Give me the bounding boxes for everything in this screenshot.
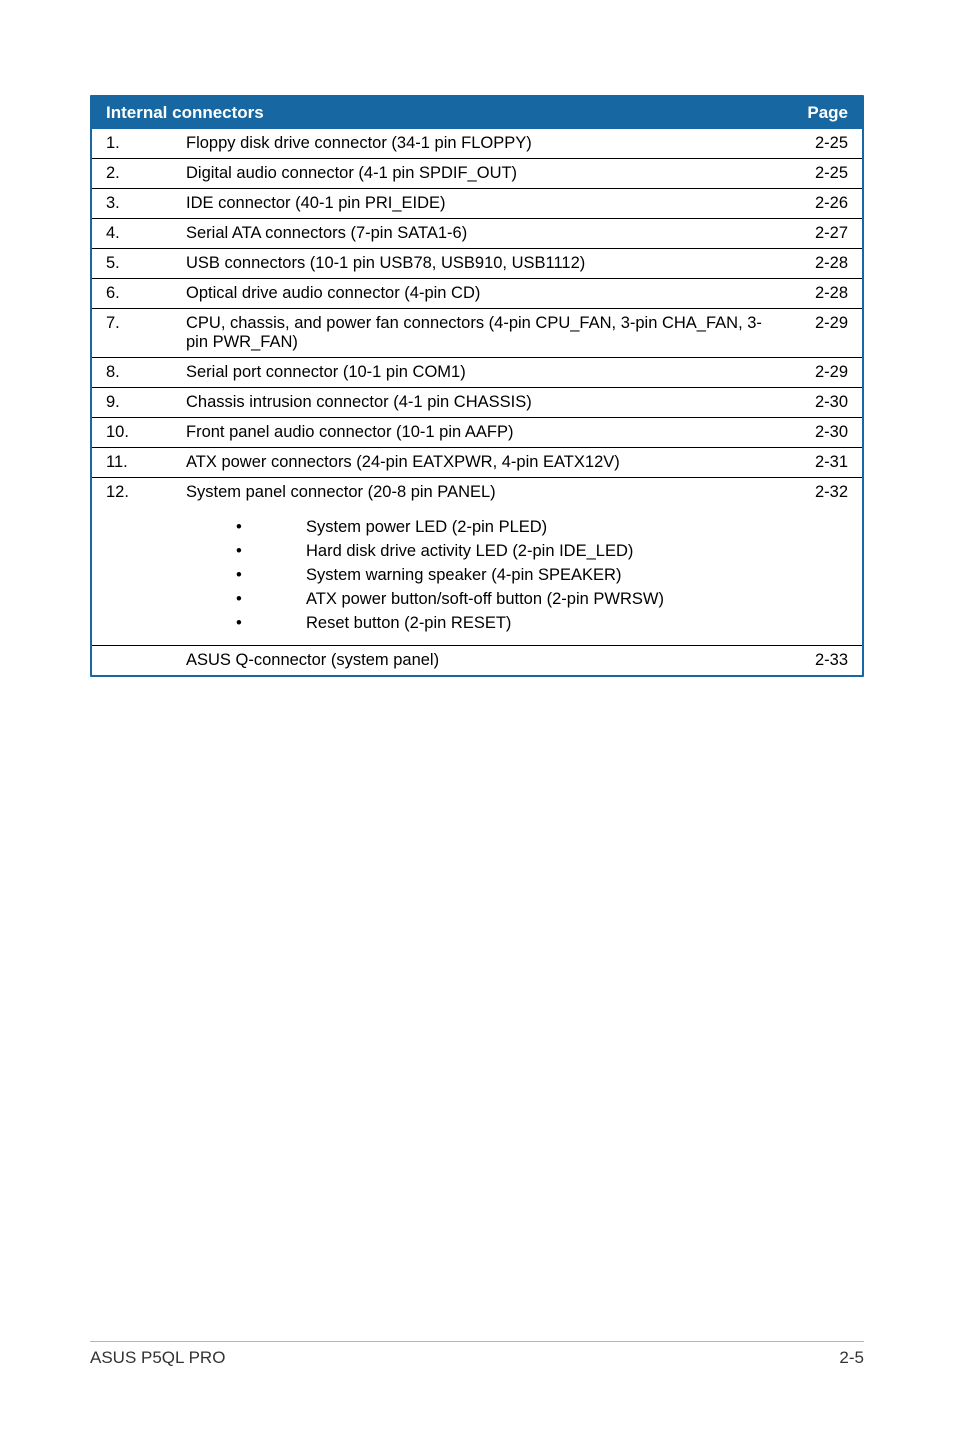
row-num: 5. <box>92 249 172 279</box>
row-page: 2-28 <box>792 249 862 279</box>
bullet-item: Hard disk drive activity LED (2-pin IDE_… <box>236 540 852 564</box>
row-page: 2-26 <box>792 189 862 219</box>
row-num: 12. <box>92 478 172 508</box>
table-page-header: Page <box>792 97 862 129</box>
row-desc: IDE connector (40-1 pin PRI_EIDE) <box>172 189 792 219</box>
row-desc: Floppy disk drive connector (34-1 pin FL… <box>172 129 792 159</box>
row-page: 2-25 <box>792 159 862 189</box>
row-num: 9. <box>92 388 172 418</box>
row-num: 6. <box>92 279 172 309</box>
internal-connectors-table: Internal connectors Page 1.Floppy disk d… <box>90 95 864 677</box>
row-desc: ASUS Q-connector (system panel) <box>172 645 792 675</box>
footer-right: 2-5 <box>839 1348 864 1368</box>
row-page: 2-32 <box>792 478 862 508</box>
row-page: 2-27 <box>792 219 862 249</box>
row-page: 2-29 <box>792 309 862 358</box>
row-num: 8. <box>92 358 172 388</box>
row-page: 2-28 <box>792 279 862 309</box>
row-desc: Serial port connector (10-1 pin COM1) <box>172 358 792 388</box>
bullet-item: ATX power button/soft-off button (2-pin … <box>236 588 852 612</box>
panel-bullets: System power LED (2-pin PLED) Hard disk … <box>186 512 852 640</box>
row-desc: USB connectors (10-1 pin USB78, USB910, … <box>172 249 792 279</box>
row-desc: Chassis intrusion connector (4-1 pin CHA… <box>172 388 792 418</box>
row-num: 3. <box>92 189 172 219</box>
bullet-item: System power LED (2-pin PLED) <box>236 516 852 540</box>
row-desc: Optical drive audio connector (4-pin CD) <box>172 279 792 309</box>
footer-left: ASUS P5QL PRO <box>90 1348 225 1368</box>
row-num: 10. <box>92 418 172 448</box>
row-desc: Serial ATA connectors (7-pin SATA1-6) <box>172 219 792 249</box>
bullet-item: System warning speaker (4-pin SPEAKER) <box>236 564 852 588</box>
row-page: 2-33 <box>792 645 862 675</box>
row-page: 2-30 <box>792 388 862 418</box>
row-desc: Digital audio connector (4-1 pin SPDIF_O… <box>172 159 792 189</box>
row-num: 4. <box>92 219 172 249</box>
table-title: Internal connectors <box>92 97 792 129</box>
row-num: 7. <box>92 309 172 358</box>
row-page: 2-25 <box>792 129 862 159</box>
page-footer: ASUS P5QL PRO 2-5 <box>90 1341 864 1368</box>
row-desc: System panel connector (20-8 pin PANEL) <box>172 478 792 508</box>
bullet-item: Reset button (2-pin RESET) <box>236 612 852 636</box>
row-page: 2-31 <box>792 448 862 478</box>
row-desc: CPU, chassis, and power fan connectors (… <box>172 309 792 358</box>
row-num: 1. <box>92 129 172 159</box>
row-desc: Front panel audio connector (10-1 pin AA… <box>172 418 792 448</box>
row-num: 11. <box>92 448 172 478</box>
row-page: 2-30 <box>792 418 862 448</box>
row-page: 2-29 <box>792 358 862 388</box>
row-num: 2. <box>92 159 172 189</box>
row-desc: ATX power connectors (24-pin EATXPWR, 4-… <box>172 448 792 478</box>
